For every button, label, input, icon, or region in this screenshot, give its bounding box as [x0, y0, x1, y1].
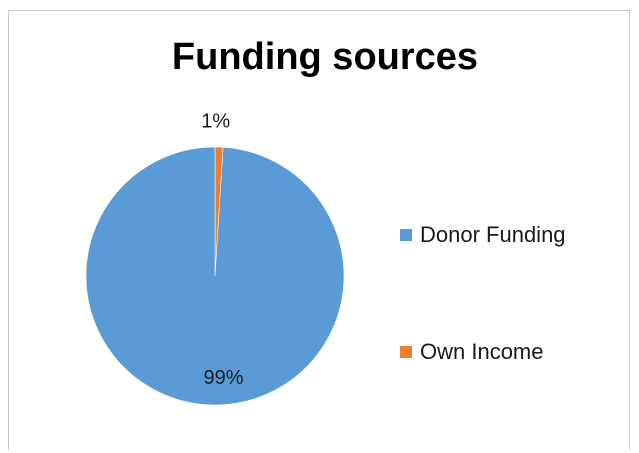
legend-label-donor-funding: Donor Funding [420, 222, 566, 247]
legend-label-own-income: Own Income [420, 339, 544, 364]
chart-area [8, 10, 630, 450]
legend-swatch-donor-funding [400, 229, 412, 241]
data-label-own-income: 1% [201, 110, 230, 132]
legend-swatch-own-income [400, 346, 412, 358]
pie-slice-donor-funding [85, 146, 345, 406]
legend-item-own-income: Own Income [400, 341, 544, 363]
data-label-donor-funding: 99% [203, 367, 243, 389]
chart-title: Funding sources [171, 36, 479, 78]
legend-item-donor-funding: Donor Funding [400, 224, 566, 246]
